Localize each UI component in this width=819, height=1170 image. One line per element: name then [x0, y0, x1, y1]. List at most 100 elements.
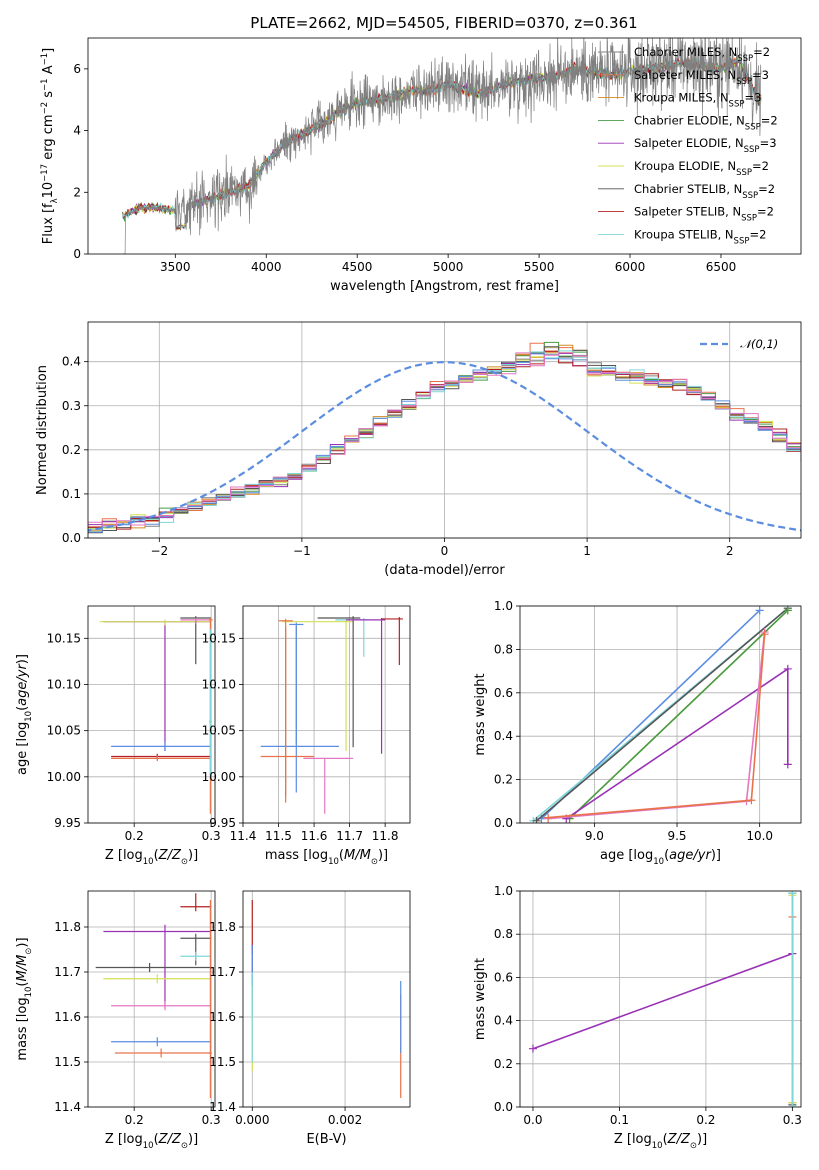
y-tick-label: 10.10: [202, 677, 236, 691]
legend-entry-label: Salpeter MILES, NSSP=3: [634, 68, 769, 87]
x-tick-label: 0.2: [125, 829, 144, 843]
y-tick-label: 10.05: [202, 724, 236, 738]
y-tick-label: 0.1: [62, 487, 81, 501]
spectrum-legend: Chabrier MILES, NSSP=2 Salpeter MILES, NS…: [598, 45, 778, 246]
massweight_vs_age-frame: [519, 605, 802, 824]
mass_vs_Z-x-axis-label: Z [log10(Z/Z⊙)]: [105, 1132, 198, 1151]
mass_vs_ebv-frame: [242, 890, 411, 1108]
mass-weight-marker: [528, 1044, 537, 1053]
y-tick-label: 11.5: [209, 1055, 236, 1069]
x-tick-label: 0.002: [328, 1113, 362, 1127]
y-tick-label: 11.8: [209, 920, 236, 934]
residuals-plot-area: [88, 341, 801, 535]
y-tick-label: 0.0: [494, 1100, 513, 1114]
mass_vs_Z-axes: 0.2 0.3 11.4 11.5 11.6 11.7 11.8 Z [log10(Z/Z⊙)…: [15, 890, 221, 1151]
mass-weight-marker: [788, 1103, 797, 1107]
mass-weight-line: [532, 952, 793, 1050]
x-tick-label: −1: [293, 544, 311, 558]
massweight_vs_Z-plot-area: [528, 891, 797, 1107]
spectrum-plot-area: [122, 38, 762, 254]
y-tick-label: 0.0: [62, 531, 81, 545]
y-tick-label: 11.7: [209, 965, 236, 979]
age_vs_Z-frame: [87, 605, 216, 824]
legend-entry-label: Chabrier MILES, NSSP=2: [634, 45, 770, 64]
x-tick-label: 0.000: [235, 1113, 269, 1127]
legend-entry-label: Salpeter ELODIE, NSSP=3: [634, 136, 777, 155]
x-tick-label: 0.0: [523, 1113, 542, 1127]
residuals-y-axis-label: Normed distribution: [35, 365, 50, 495]
mass-weight-line: [535, 607, 789, 822]
residual-histogram-line: [88, 346, 801, 529]
x-tick-label: 4500: [342, 260, 373, 274]
x-tick-label: 11.7: [336, 829, 363, 843]
legend-entry-label: Salpeter STELIB, NSSP=2: [634, 205, 774, 224]
x-tick-label: 0: [441, 544, 449, 558]
mass_vs_Z-frame: [87, 890, 216, 1108]
legend-entry-label: Chabrier ELODIE, NSSP=2: [634, 113, 778, 132]
massweight_vs_age-x-axis-label: age [log10(age/yr)]: [600, 848, 721, 867]
mass-weight-marker: [544, 813, 553, 822]
mass-weight-marker: [783, 760, 792, 769]
age_vs_Z-y-axis-label: age [log10(age/yr)]: [15, 654, 34, 775]
x-tick-label: 11.5: [265, 829, 292, 843]
mass-weight-marker: [532, 816, 541, 823]
mass-weight-marker: [755, 606, 764, 615]
massweight_vs_Z-axes: 0.0 0.1 0.2 0.3 0.0 0.2 0.4 0.6 0.8 1.0 Z [log10(Z…: [473, 884, 802, 1151]
y-tick-label: 0.4: [62, 355, 81, 369]
y-tick-label: 0.2: [62, 443, 81, 457]
x-tick-label: 5500: [524, 260, 555, 274]
y-tick-label: 10.15: [202, 631, 236, 645]
massweight_vs_age-plot-area: [529, 606, 792, 823]
x-tick-label: 4000: [251, 260, 282, 274]
legend-entry-label: Chabrier STELIB, NSSP=2: [634, 182, 775, 201]
y-tick-label: 0: [73, 247, 81, 261]
y-tick-label: 10.00: [47, 770, 81, 784]
y-tick-label: 10.15: [47, 631, 81, 645]
x-tick-label: 0.3: [202, 1113, 221, 1127]
mass_vs_ebv-x-axis-label: E(B-V): [306, 1132, 346, 1147]
y-tick-label: 0.6: [494, 686, 513, 700]
y-tick-label: 11.5: [54, 1055, 81, 1069]
y-tick-label: 11.7: [54, 965, 81, 979]
x-tick-label: 6000: [615, 260, 646, 274]
y-tick-label: 4: [73, 124, 81, 138]
residual-legend: 𝒩(0,1): [700, 337, 778, 351]
y-tick-label: 0.4: [494, 1014, 513, 1028]
age_vs_mass-x-axis-label: mass [log10(M/M⊙)]: [265, 848, 388, 867]
age_vs_Z-x-axis-label: Z [log10(Z/Z⊙)]: [105, 848, 198, 867]
x-tick-label: 0.2: [696, 1113, 715, 1127]
residual-histogram-line: [88, 350, 801, 530]
massweight_vs_Z-frame: [519, 890, 802, 1108]
y-tick-label: 0.2: [494, 1057, 513, 1071]
y-tick-label: 1.0: [494, 884, 513, 898]
y-tick-label: 10.05: [47, 724, 81, 738]
x-tick-label: 0.3: [783, 1113, 802, 1127]
axes-layer: 3500 4000 4500 5000 5500 6000 6500 0 2 4 6 waveleng…: [15, 37, 802, 1151]
mass-weight-line: [548, 634, 766, 819]
mass_vs_ebv-axes: 0.000 0.002 11.4 11.5 11.6 11.7 11.8 E(B-V): [209, 890, 411, 1147]
residual-histogram-line: [88, 352, 801, 528]
residual-histogram-line: [88, 350, 801, 530]
x-tick-label: 10.0: [746, 829, 773, 843]
x-tick-label: 9.0: [585, 829, 604, 843]
y-tick-label: 11.6: [54, 1010, 81, 1024]
mass-weight-marker: [760, 630, 769, 639]
y-tick-label: 11.4: [54, 1100, 81, 1114]
legend-entry-label: Kroupa MILES, NSSP=3: [634, 91, 761, 110]
x-tick-label: 5000: [433, 260, 464, 274]
age_vs_mass-plot-area: [260, 616, 403, 814]
age_vs_Z-axes: 0.2 0.3 9.95 10.00 10.05 10.10 10.15 Z [log10(Z…: [15, 605, 221, 867]
x-tick-label: 9.5: [667, 829, 686, 843]
y-tick-label: 0.3: [62, 399, 81, 413]
mass-weight-marker: [783, 606, 792, 615]
x-tick-label: −2: [150, 544, 168, 558]
y-tick-label: 11.6: [209, 1010, 236, 1024]
residuals-x-axis-label: (data-model)/error: [384, 563, 505, 578]
mass_vs_ebv-plot-area: [251, 900, 402, 1098]
x-tick-label: 2: [726, 544, 734, 558]
spectrum-axes: 3500 4000 4500 5000 5500 6000 6500 0 2 4 6 waveleng…: [40, 37, 802, 294]
y-tick-label: 11.4: [209, 1100, 236, 1114]
legend-entry-label: Kroupa STELIB, NSSP=2: [634, 227, 766, 246]
x-tick-label: 11.6: [301, 829, 328, 843]
